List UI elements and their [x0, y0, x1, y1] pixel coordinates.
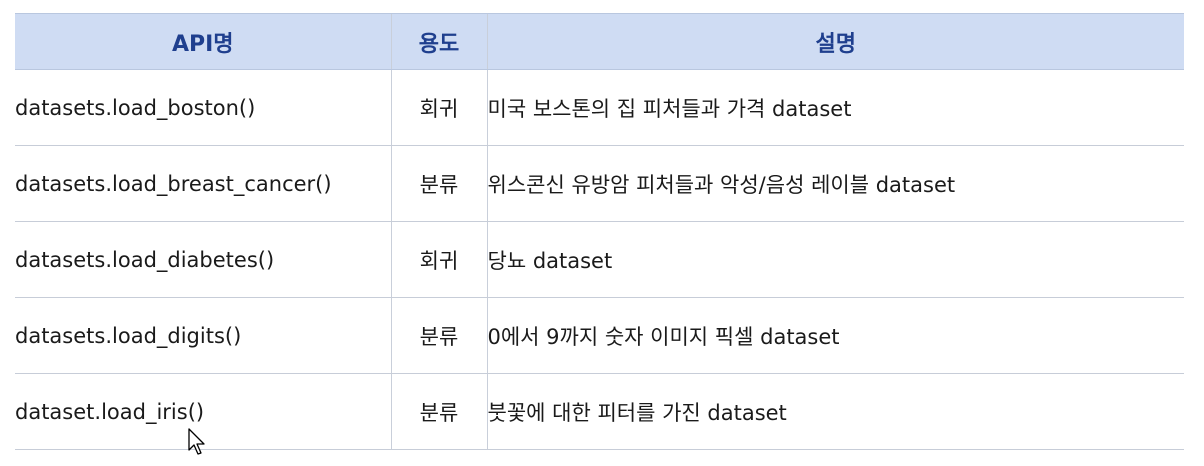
description-cell: 위스콘신 유방암 피처들과 악성/음성 레이블 dataset [486, 145, 1184, 222]
table-row: datasets.load_diabetes() 회귀 당뇨 dataset [15, 221, 1184, 298]
table-header-row: API명 용도 설명 [15, 13, 1184, 70]
description-cell: 붓꽃에 대한 피터를 가진 dataset [486, 373, 1184, 450]
header-usage: 용도 [390, 13, 487, 70]
table-row: dataset.load_iris() 분류 붓꽃에 대한 피터를 가진 dat… [15, 373, 1184, 450]
table-row: datasets.load_digits() 분류 0에서 9까지 숫자 이미지… [15, 297, 1184, 374]
usage-cell: 회귀 [390, 69, 487, 146]
api-name-cell: datasets.load_digits() [15, 297, 391, 374]
usage-cell: 분류 [390, 373, 487, 450]
api-name-cell: dataset.load_iris() [15, 373, 391, 450]
api-name-cell: datasets.load_boston() [15, 69, 391, 146]
mouse-pointer-icon [188, 428, 205, 455]
api-name-cell: datasets.load_breast_cancer() [15, 145, 391, 222]
header-api-name: API명 [15, 13, 391, 70]
table-row: datasets.load_breast_cancer() 분류 위스콘신 유방… [15, 145, 1184, 222]
usage-cell: 회귀 [390, 221, 487, 298]
description-cell: 당뇨 dataset [486, 221, 1184, 298]
api-name-cell: datasets.load_diabetes() [15, 221, 391, 298]
description-cell: 미국 보스톤의 집 피처들과 가격 dataset [486, 69, 1184, 146]
table-row: datasets.load_boston() 회귀 미국 보스톤의 집 피처들과… [15, 69, 1184, 146]
usage-cell: 분류 [390, 145, 487, 222]
dataset-api-table: API명 용도 설명 datasets.load_boston() 회귀 미국 … [15, 13, 1184, 450]
usage-cell: 분류 [390, 297, 487, 374]
description-cell: 0에서 9까지 숫자 이미지 픽셀 dataset [486, 297, 1184, 374]
header-description: 설명 [486, 13, 1184, 70]
